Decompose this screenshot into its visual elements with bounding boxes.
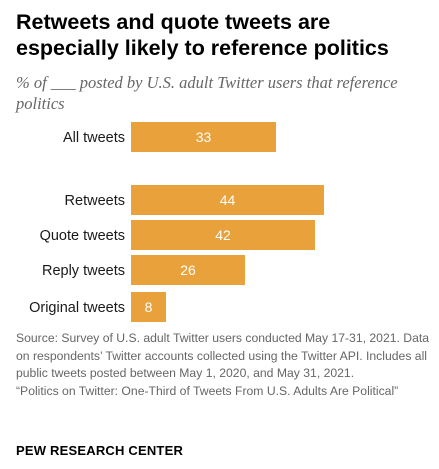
category-label-all-tweets: All tweets xyxy=(63,130,125,146)
value-label-all-tweets: 33 xyxy=(196,129,212,145)
source-text: Source: Survey of U.S. adult Twitter use… xyxy=(16,331,430,380)
source-note: Source: Survey of U.S. adult Twitter use… xyxy=(16,330,431,400)
bar-chart: All tweets 33 Retweets 44 Quote tweets 42 Repl… xyxy=(29,122,324,322)
category-label-retweets: Retweets xyxy=(65,193,125,209)
bar-reply-tweets xyxy=(131,255,245,285)
bar-retweets xyxy=(131,185,324,215)
bar-quote-tweets xyxy=(131,220,315,250)
value-label-retweets: 44 xyxy=(220,192,236,208)
bar-original-tweets xyxy=(131,292,166,322)
report-title: “Politics on Twitter: One-Third of Tweet… xyxy=(16,383,399,398)
value-label-original-tweets: 8 xyxy=(145,299,153,315)
value-label-quote-tweets: 42 xyxy=(215,227,231,243)
value-label-reply-tweets: 26 xyxy=(180,262,196,278)
category-label-quote-tweets: Quote tweets xyxy=(40,228,125,244)
chart-title: Retweets and quote tweets are especially… xyxy=(16,10,389,60)
chart-subtitle: % of ___ posted by U.S. adult Twitter us… xyxy=(16,73,398,113)
category-label-original-tweets: Original tweets xyxy=(29,300,125,316)
pew-logo-text: PEW RESEARCH CENTER xyxy=(16,443,184,458)
bar-all-tweets xyxy=(131,122,276,152)
category-label-reply-tweets: Reply tweets xyxy=(42,263,125,279)
